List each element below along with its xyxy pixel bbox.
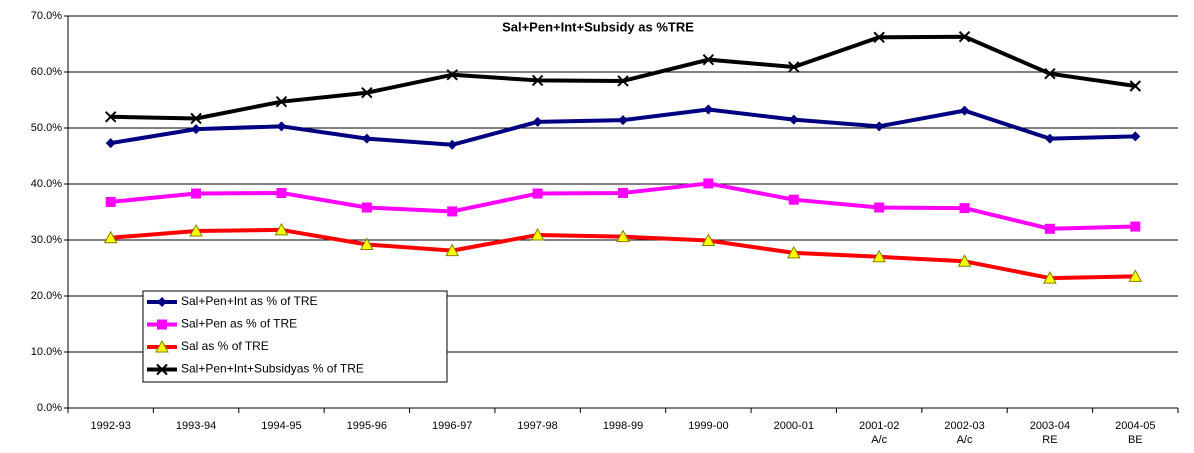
x-tick-label: 2002-03 A/c [944,420,984,446]
marker [874,121,885,132]
legend-box [142,290,448,383]
marker [1044,67,1056,80]
marker [703,178,714,189]
x-tick-label: 1995-96 [347,420,387,432]
marker [531,74,544,87]
y-tick-label: 60.0% [31,66,62,78]
y-tick-label: 20.0% [31,290,62,302]
x-tick-label: 2003-04 RE [1030,420,1070,446]
marker [156,363,168,376]
y-tick-label: 0.0% [37,402,62,414]
marker [191,124,202,135]
marker [532,116,543,127]
x-tick-label: 1992-93 [91,420,131,432]
x-tick-label: 1993-94 [176,420,216,432]
marker [701,233,716,247]
marker [274,222,289,236]
marker [532,188,543,199]
marker [703,104,714,115]
marker [157,297,167,307]
legend-label: Sal+Pen+Int+Subsidyas % of TRE [181,362,364,376]
marker [447,206,458,217]
x-tick-label: 1999-00 [688,420,728,432]
marker [959,203,970,214]
marker [276,187,287,198]
marker [190,112,202,125]
series-line [110,34,1136,121]
marker [1044,223,1055,234]
marker [873,31,885,43]
marker [360,237,374,250]
marker [361,202,372,213]
marker [872,249,886,263]
marker [788,194,799,205]
y-tick-label: 70.0% [31,10,62,22]
series-line [110,107,1136,147]
marker [618,115,628,126]
legend-label: Sal+Pen as % of TRE [181,317,297,331]
marker [105,196,116,207]
y-tick-label: 10.0% [31,346,62,358]
marker [959,105,970,116]
marker [361,87,373,99]
chart-title: Sal+Pen+Int+Subsidy as %TRE [502,19,694,34]
y-tick-label: 40.0% [31,178,62,190]
y-tick-label: 30.0% [31,234,62,246]
x-tick-label: 2004-05 BE [1115,420,1155,446]
marker [1044,133,1055,144]
marker [105,138,116,149]
x-tick-label: 1994-95 [261,420,301,432]
marker [1130,221,1141,232]
x-tick-label: 2000-01 [774,420,814,432]
marker [447,139,458,150]
x-tick-label: 2001-02 A/c [859,420,899,446]
marker [1043,271,1057,284]
marker [786,245,801,259]
marker [446,69,458,81]
legend-label: Sal+Pen+Int as % of TRE [181,294,318,308]
y-tick-label: 50.0% [31,122,62,134]
marker [617,75,629,87]
marker [103,230,118,244]
marker [874,202,885,213]
x-tick-label: 1997-98 [517,420,557,432]
x-tick-label: 1998-99 [603,420,643,432]
marker [1129,80,1142,92]
marker [157,319,167,330]
x-tick-label: 1996-97 [432,420,472,432]
marker [276,121,287,132]
marker [530,227,545,241]
marker [616,229,630,243]
marker [958,31,971,43]
marker [788,114,799,125]
marker [445,243,460,257]
marker [104,111,117,123]
legend-label: Sal as % of TRE [181,339,269,353]
marker [702,53,715,66]
marker [957,254,972,267]
marker [618,187,628,198]
marker [1130,131,1141,142]
marker [191,188,202,199]
marker [1128,269,1143,282]
marker [155,339,169,353]
marker [788,61,800,73]
marker [189,223,203,237]
marker [275,95,288,108]
marker [361,133,372,144]
